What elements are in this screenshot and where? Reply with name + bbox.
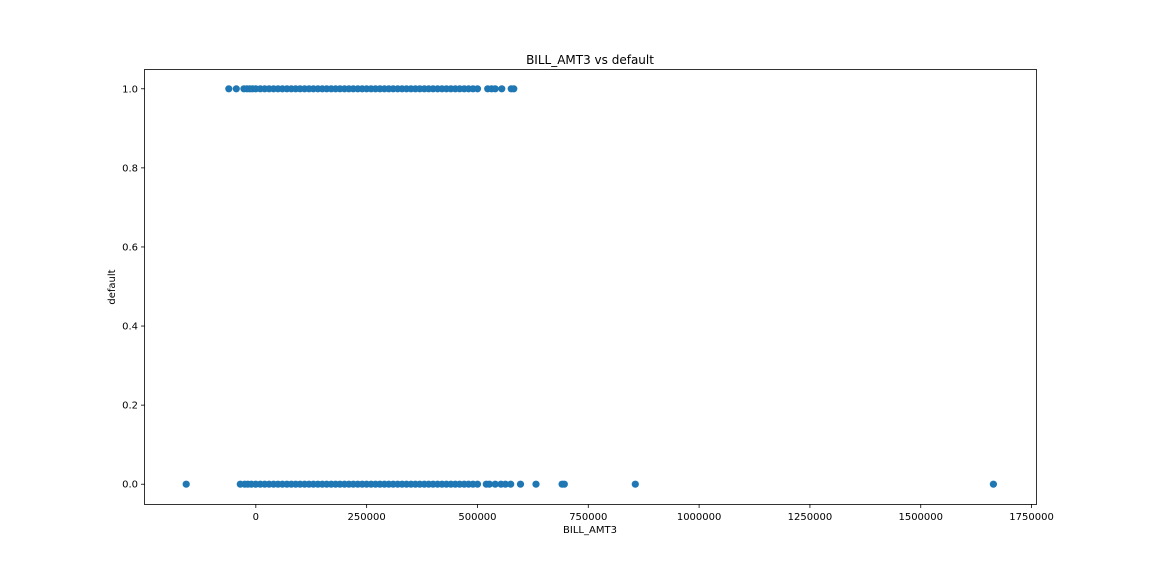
data-point — [485, 480, 493, 488]
chart-title: BILL_AMT3 vs default — [526, 53, 654, 67]
y-tick-label: 0.8 — [122, 163, 138, 174]
x-tick-label: 500000 — [458, 512, 496, 523]
data-point — [507, 480, 515, 488]
data-point — [225, 85, 233, 93]
x-axis-ticks: 0 250000 500000 750000 1000000 1250000 1500000… — [253, 504, 1054, 523]
data-point — [491, 85, 499, 93]
y-tick-label: 1.0 — [122, 84, 138, 95]
data-point — [501, 480, 509, 488]
data-point — [498, 85, 506, 93]
x-tick-label: 750000 — [569, 512, 607, 523]
y-tick-label: 0.2 — [122, 401, 138, 412]
x-tick-label: 0 — [253, 512, 259, 523]
data-point — [532, 480, 540, 488]
data-point — [560, 480, 568, 488]
data-point — [473, 85, 482, 93]
x-tick-label: 1500000 — [898, 512, 943, 523]
data-point — [232, 85, 240, 93]
data-point — [631, 480, 639, 488]
data-point — [516, 480, 525, 488]
y-tick-label: 0.4 — [122, 322, 138, 333]
y-axis-label: default — [107, 269, 118, 304]
x-tick-label: 1750000 — [1009, 512, 1054, 523]
data-point — [473, 480, 482, 488]
data-point — [510, 85, 518, 93]
data-point — [989, 480, 998, 488]
x-tick-label: 1000000 — [677, 512, 722, 523]
x-axis-label: BILL_AMT3 — [563, 525, 617, 536]
x-tick-label: 250000 — [348, 512, 386, 523]
y-tick-label: 0.0 — [122, 480, 138, 491]
data-point — [182, 480, 190, 488]
x-tick-label: 1250000 — [788, 512, 833, 523]
data-point — [491, 480, 499, 488]
y-tick-label: 0.6 — [122, 242, 138, 253]
plot-frame — [144, 69, 1037, 505]
data-points — [182, 85, 998, 488]
